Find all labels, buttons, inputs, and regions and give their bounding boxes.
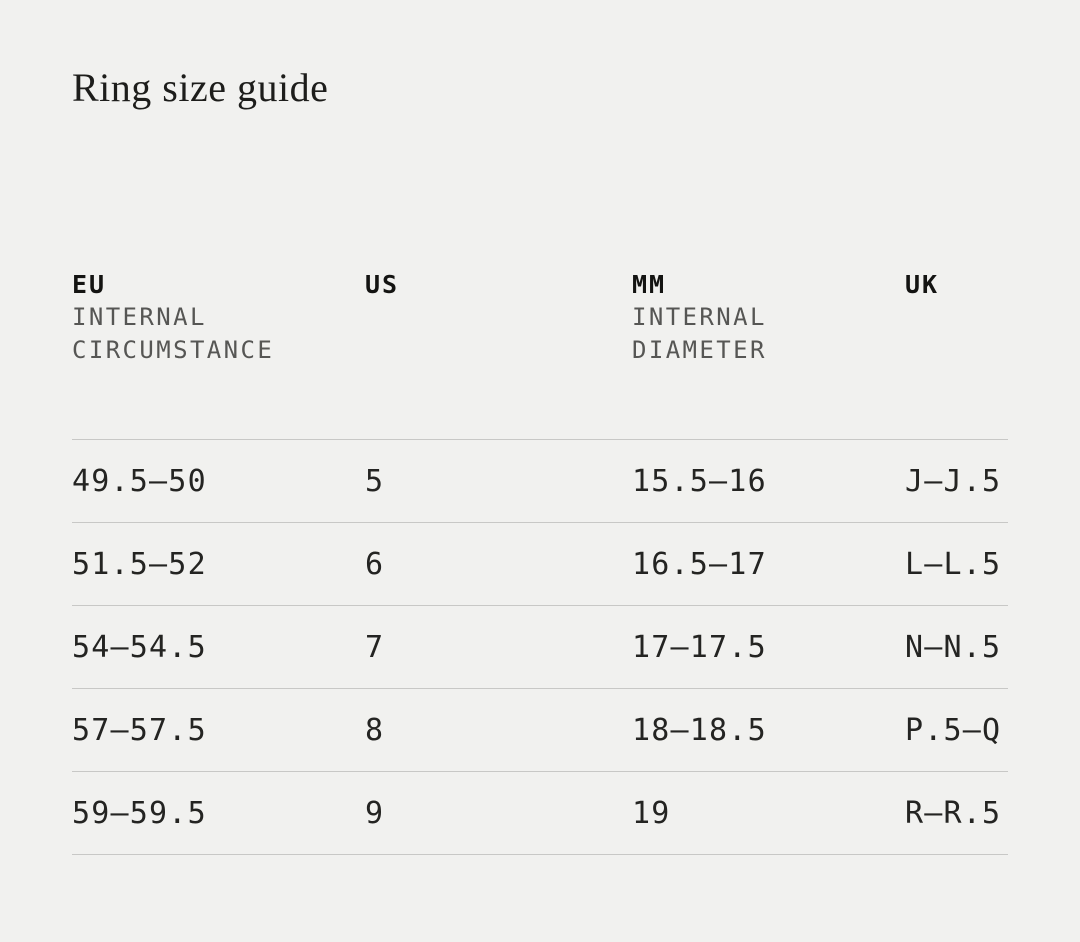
table-header-row: EU INTERNAL CIRCUMSTANCE US MM INTERNAL … <box>72 268 1008 367</box>
cell-mm: 17—17.5 <box>632 629 767 665</box>
cell-eu: 51.5—52 <box>72 546 207 582</box>
table-row: 54—54.5 7 17—17.5 N—N.5 <box>72 606 1008 689</box>
table-row: 57—57.5 8 18—18.5 P.5—Q <box>72 689 1008 772</box>
column-header-eu: EU INTERNAL CIRCUMSTANCE <box>72 268 365 367</box>
cell-us: 8 <box>365 712 385 748</box>
column-label: MM <box>632 270 667 299</box>
column-sublabel-line: INTERNAL <box>632 303 767 331</box>
cell-us: 7 <box>365 629 385 665</box>
cell-mm: 19 <box>632 795 671 831</box>
cell-mm: 15.5—16 <box>632 463 767 499</box>
cell-us: 6 <box>365 546 385 582</box>
column-label: EU <box>72 270 107 299</box>
column-sublabel-line: DIAMETER <box>632 336 767 364</box>
cell-eu: 54—54.5 <box>72 629 207 665</box>
cell-eu: 59—59.5 <box>72 795 207 831</box>
column-label: UK <box>905 270 940 299</box>
cell-mm: 16.5—17 <box>632 546 767 582</box>
cell-eu: 57—57.5 <box>72 712 207 748</box>
page-title: Ring size guide <box>72 65 329 110</box>
column-sublabel-line: INTERNAL <box>72 303 207 331</box>
cell-uk: N—N.5 <box>905 629 1002 665</box>
cell-eu: 49.5—50 <box>72 463 207 499</box>
cell-uk: P.5—Q <box>905 712 1002 748</box>
table-row: 51.5—52 6 16.5—17 L—L.5 <box>72 523 1008 606</box>
cell-uk: J—J.5 <box>905 463 1002 499</box>
column-sublabel-line: CIRCUMSTANCE <box>72 336 275 364</box>
table-row: 59—59.5 9 19 R—R.5 <box>72 772 1008 855</box>
column-header-mm: MM INTERNAL DIAMETER <box>632 268 905 367</box>
cell-mm: 18—18.5 <box>632 712 767 748</box>
column-header-uk: UK <box>905 268 1008 367</box>
column-label: US <box>365 270 400 299</box>
cell-us: 9 <box>365 795 385 831</box>
size-table: 49.5—50 5 15.5—16 J—J.5 51.5—52 6 16.5—1… <box>72 439 1008 855</box>
cell-uk: L—L.5 <box>905 546 1002 582</box>
cell-uk: R—R.5 <box>905 795 1002 831</box>
column-header-us: US <box>365 268 632 367</box>
table-row: 49.5—50 5 15.5—16 J—J.5 <box>72 440 1008 523</box>
cell-us: 5 <box>365 463 385 499</box>
